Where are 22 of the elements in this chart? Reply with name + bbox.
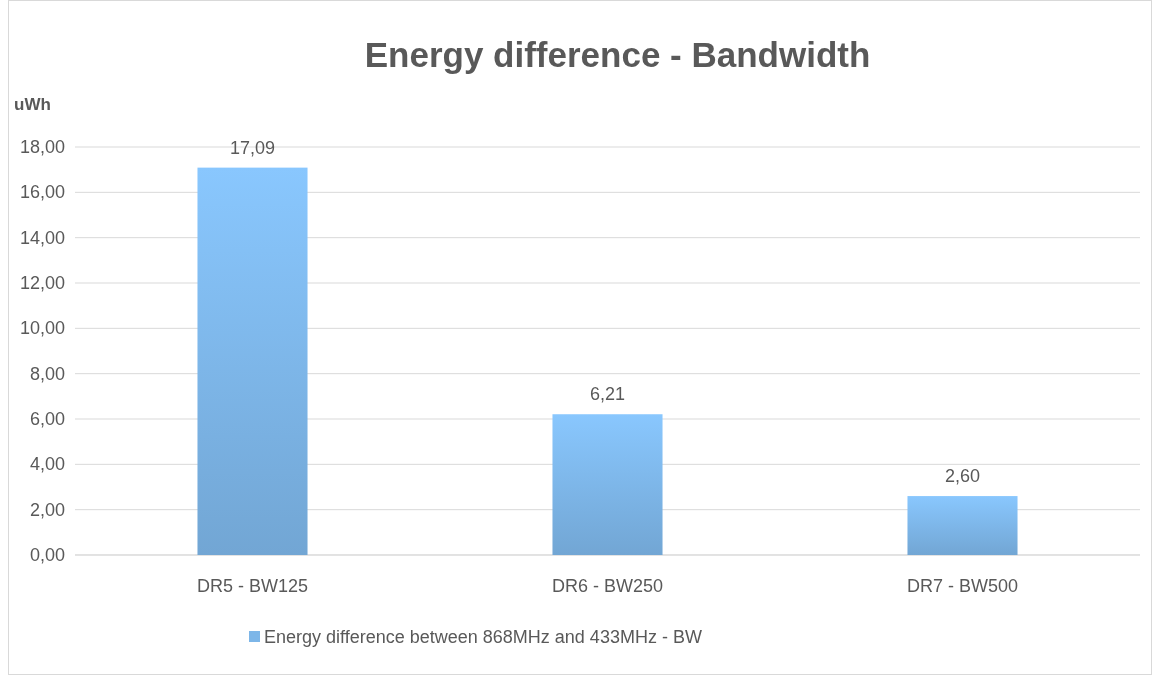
y-tick-label: 14,00 [19, 227, 65, 248]
y-tick-label: 6,00 [29, 409, 65, 429]
y-tick-label: 4,00 [29, 454, 65, 475]
y-tick-label: 0,00 [29, 545, 65, 565]
y-tick-label: 12,00 [19, 273, 65, 293]
bar [197, 167, 308, 555]
data-label: 17,09 [229, 137, 276, 158]
chart-title: Energy difference - Bandwidth [364, 35, 871, 74]
y-tick-label: 10,00 [19, 318, 65, 339]
y-tick-label: 8,00 [29, 363, 65, 384]
y-tick-label: 16,00 [19, 182, 65, 203]
data-label: 2,60 [944, 466, 981, 487]
y-axis-title: uWh [14, 95, 51, 114]
bar [552, 414, 663, 555]
x-tick-label: DR7 - BW500 [906, 576, 1019, 596]
x-tick-label: DR6 - BW250 [551, 576, 664, 596]
bar [907, 496, 1018, 555]
y-tick-label: 18,00 [19, 137, 65, 157]
data-label: 6,21 [589, 384, 626, 405]
y-tick-label: 2,00 [29, 499, 65, 520]
legend-label: Energy difference between 868MHz and 433MHz - BW [264, 627, 702, 647]
x-tick-label: DR5 - BW125 [196, 576, 309, 596]
